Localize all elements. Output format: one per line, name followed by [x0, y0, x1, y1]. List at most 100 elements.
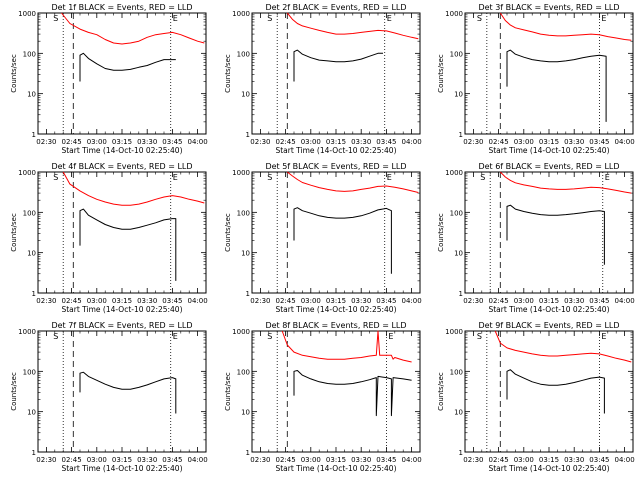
detector-panel: Det 9f BLACK = Events, RED = LLD 1 10 100 10… — [437, 321, 635, 473]
y-tick-label: 10 — [241, 91, 250, 99]
lld-rate-series — [499, 171, 632, 194]
x-tick-label: 02:30 — [36, 297, 56, 305]
start-marker-label: S — [53, 14, 58, 23]
x-tick-label: 04:00 — [615, 456, 635, 464]
x-tick-label: 03:45 — [162, 297, 182, 305]
y-tick-label: 1000 — [232, 169, 250, 177]
y-tick-label: 10 — [454, 409, 463, 417]
x-tick-label: 03:15 — [112, 297, 132, 305]
x-tick-label: 03:00 — [87, 297, 107, 305]
detector-panel: Det 5f BLACK = Events, RED = LLD 1 10 100 10… — [224, 162, 422, 314]
x-axis-label: Start Time (14-Oct-10 02:25:40) — [488, 146, 609, 155]
y-axis-label: Counts/sec — [10, 54, 18, 93]
x-tick-label: 03:30 — [351, 297, 371, 305]
x-tick-label: 02:30 — [36, 456, 56, 464]
y-tick-label: 10 — [27, 250, 36, 258]
event-rate-series — [506, 204, 605, 265]
y-tick-label: 1000 — [232, 328, 250, 336]
x-tick-label: 03:00 — [301, 297, 321, 305]
x-tick-label: 02:45 — [276, 138, 296, 146]
end-marker-label: E — [387, 14, 392, 23]
x-axis-label: Start Time (14-Oct-10 02:25:40) — [488, 305, 609, 314]
x-axis-label: Start Time (14-Oct-10 02:25:40) — [275, 146, 396, 155]
x-tick-label: 03:30 — [351, 456, 371, 464]
x-axis-label: Start Time (14-Oct-10 02:25:40) — [61, 464, 182, 473]
y-axis-label: Counts/sec — [437, 54, 445, 93]
event-rate-series — [79, 371, 177, 414]
x-tick-label: 03:45 — [162, 138, 182, 146]
y-axis-label: Counts/sec — [437, 372, 445, 411]
x-tick-label: 03:15 — [112, 138, 132, 146]
x-tick-label: 03:45 — [376, 456, 396, 464]
detector-panel: Det 7f BLACK = Events, RED = LLD 1 10 100 10… — [10, 321, 208, 473]
detector-panel: Det 1f BLACK = Events, RED = LLD 1 10 100 10… — [10, 3, 208, 155]
panel-title: Det 4f BLACK = Events, RED = LLD — [51, 162, 192, 171]
y-tick-label: 100 — [237, 209, 250, 217]
panel-title: Det 2f BLACK = Events, RED = LLD — [265, 3, 406, 12]
lld-rate-series — [286, 12, 419, 40]
x-tick-label: 03:30 — [351, 138, 371, 146]
event-rate-series — [293, 370, 412, 417]
x-axis-label: Start Time (14-Oct-10 02:25:40) — [61, 305, 182, 314]
x-tick-label: 02:30 — [250, 138, 270, 146]
y-tick-label: 1 — [32, 449, 36, 457]
y-tick-label: 100 — [237, 50, 250, 58]
x-tick-label: 02:30 — [463, 297, 483, 305]
end-marker-label: E — [173, 173, 178, 182]
end-marker-label: E — [387, 173, 392, 182]
x-axis-label: Start Time (14-Oct-10 02:25:40) — [61, 146, 182, 155]
start-marker-label: S — [267, 332, 272, 341]
x-axis-label: Start Time (14-Oct-10 02:25:40) — [488, 464, 609, 473]
x-tick-label: 04:00 — [188, 456, 208, 464]
x-tick-label: 02:45 — [62, 297, 82, 305]
x-tick-label: 04:00 — [402, 138, 422, 146]
y-tick-label: 1000 — [232, 10, 250, 18]
plot-frame — [464, 330, 634, 453]
x-tick-label: 03:00 — [514, 456, 534, 464]
y-tick-label: 1 — [459, 449, 463, 457]
x-tick-label: 02:45 — [489, 138, 509, 146]
y-tick-label: 100 — [23, 209, 36, 217]
x-tick-label: 03:00 — [87, 138, 107, 146]
start-marker-label: S — [477, 14, 482, 23]
event-rate-series — [506, 49, 607, 122]
x-tick-label: 03:00 — [514, 138, 534, 146]
end-marker-label: E — [173, 332, 178, 341]
x-tick-label: 03:30 — [137, 138, 157, 146]
panel-title: Det 8f BLACK = Events, RED = LLD — [265, 321, 406, 330]
y-tick-label: 1 — [246, 131, 250, 139]
y-tick-label: 1000 — [445, 169, 463, 177]
x-tick-label: 03:15 — [539, 456, 559, 464]
y-tick-label: 1 — [246, 449, 250, 457]
lld-rate-series — [61, 12, 205, 45]
x-tick-label: 03:45 — [376, 297, 396, 305]
x-tick-label: 03:45 — [589, 456, 609, 464]
event-rate-series — [79, 52, 176, 82]
y-tick-label: 10 — [454, 91, 463, 99]
detector-panel: Det 2f BLACK = Events, RED = LLD 1 10 100 10… — [224, 3, 422, 155]
end-marker-label: E — [605, 173, 610, 182]
start-marker-label: S — [53, 173, 58, 182]
start-marker-label: S — [267, 14, 272, 23]
y-tick-label: 100 — [23, 50, 36, 58]
x-tick-label: 04:00 — [615, 297, 635, 305]
x-tick-label: 02:45 — [489, 297, 509, 305]
y-tick-label: 1 — [32, 131, 36, 139]
end-marker-label: E — [601, 14, 606, 23]
x-tick-label: 03:45 — [589, 297, 609, 305]
event-rate-series — [506, 369, 605, 414]
y-tick-label: 10 — [241, 409, 250, 417]
y-tick-label: 100 — [450, 50, 463, 58]
plot-frame — [464, 12, 634, 135]
x-tick-label: 03:30 — [564, 138, 584, 146]
x-tick-label: 03:30 — [137, 456, 157, 464]
event-rate-series — [293, 207, 392, 274]
x-tick-label: 02:30 — [250, 297, 270, 305]
y-tick-label: 100 — [23, 368, 36, 376]
x-tick-label: 02:45 — [489, 456, 509, 464]
y-axis-label: Counts/sec — [224, 372, 232, 411]
panel-title: Det 6f BLACK = Events, RED = LLD — [478, 162, 619, 171]
x-tick-label: 03:15 — [539, 138, 559, 146]
y-tick-label: 10 — [241, 250, 250, 258]
